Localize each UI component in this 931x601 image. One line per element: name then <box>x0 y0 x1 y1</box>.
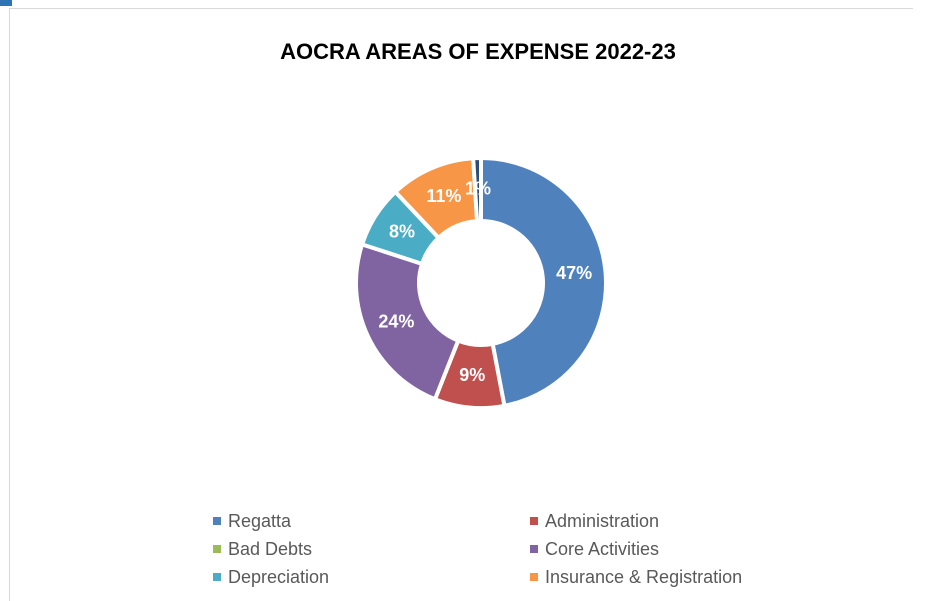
data-label: 8% <box>389 222 415 242</box>
legend-swatch <box>213 573 221 581</box>
legend-label: Core Activities <box>545 539 659 559</box>
legend-swatch <box>530 545 538 553</box>
legend-swatch <box>213 517 221 525</box>
legend-label: Regatta <box>228 511 292 531</box>
slice <box>479 155 608 409</box>
legend-label: Administration <box>545 511 659 531</box>
data-label: 47% <box>556 263 592 283</box>
data-label: 24% <box>378 312 414 332</box>
slice <box>354 241 461 402</box>
legend-swatch <box>213 545 221 553</box>
legend-label: Insurance & Registration <box>545 567 742 587</box>
fragment <box>0 0 12 6</box>
legend-label: Depreciation <box>228 567 329 587</box>
chart-title: AOCRA AREAS OF EXPENSE 2022-23 <box>280 39 676 64</box>
slice <box>471 155 483 224</box>
legend-swatch <box>530 573 538 581</box>
data-label: 11% <box>426 186 461 206</box>
legend-swatch <box>530 517 538 525</box>
data-label: 1% <box>465 178 491 198</box>
data-label: 9% <box>459 365 485 385</box>
legend-label: Bad Debts <box>228 539 312 559</box>
